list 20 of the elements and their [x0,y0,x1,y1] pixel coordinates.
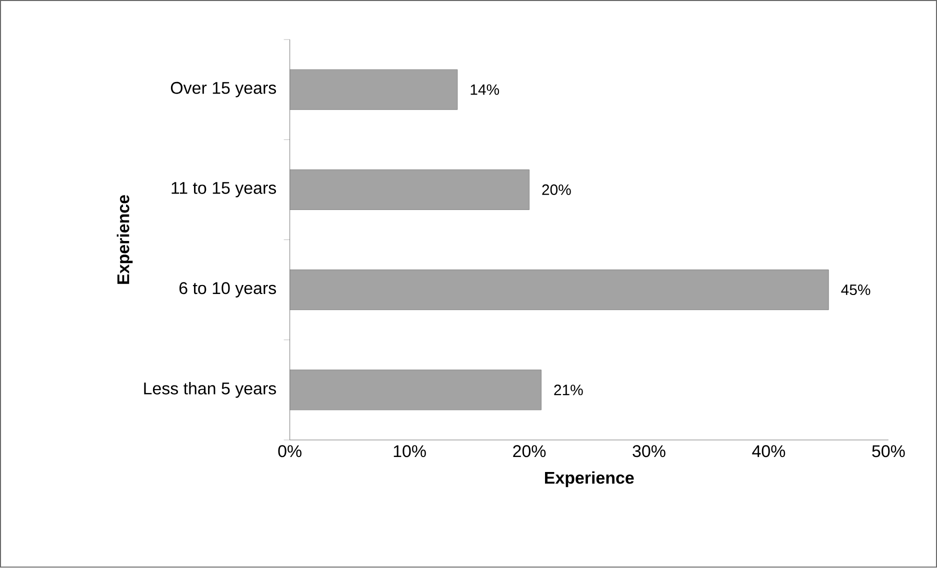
x-tick-label: 50% [872,445,905,458]
data-label: 20% [542,184,571,196]
data-label: 14% [470,84,500,96]
x-tick-label: 20% [513,445,546,458]
x-tick-label: 30% [632,445,666,458]
y-axis-title: Experience [116,195,133,284]
x-tick-label: 10% [394,445,426,458]
bar [290,70,458,110]
y-tick-label: Over 15 years [170,82,276,98]
data-label: 45% [841,284,870,296]
bar [290,170,530,210]
x-tick-label: 0% [278,445,302,458]
bar [290,270,829,310]
x-tick-label: 40% [752,445,786,458]
y-tick-label: Less than 5 years [144,382,276,398]
y-tick-label: 6 to 10 years [179,282,276,298]
bar [290,370,542,410]
x-axis-title: Experience [545,472,634,488]
y-tick-label: 11 to 15 years [172,182,276,198]
data-label: 21% [554,384,583,396]
